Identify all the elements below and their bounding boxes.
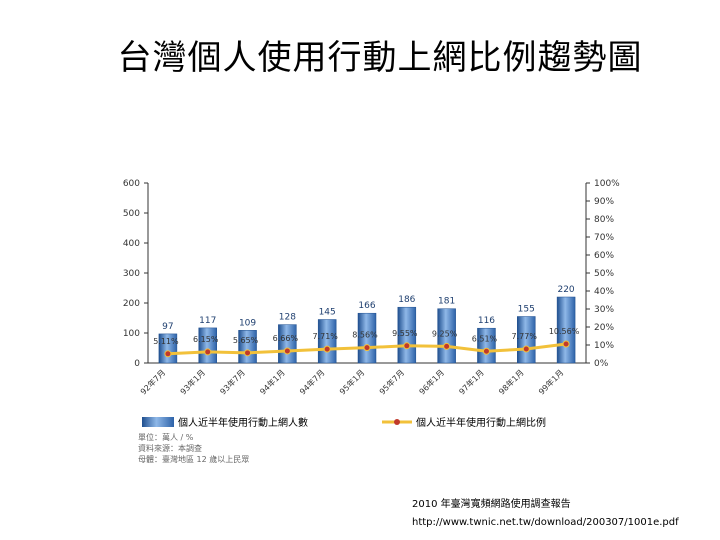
ratio-value-label: 6.66% [273,334,299,343]
right-tick-label: 50% [594,269,614,279]
ratio-point [443,342,451,350]
category-label: 94年7月 [297,367,326,396]
right-tick-label: 40% [594,287,614,297]
ratio-value-label: 5.65% [233,336,259,345]
right-tick-label: 0% [594,359,609,369]
ratio-point [323,345,331,353]
ratio-point [164,350,172,358]
bar [198,327,217,364]
source-caption: 2010 年臺灣寬頻網路使用調查報告 [412,499,571,510]
slide-title: 台灣個人使用行動上網比例趨勢圖 [117,38,643,78]
ratio-value-label: 10.56% [549,327,580,336]
category-label: 98年1月 [496,367,525,396]
left-tick-label: 0 [134,359,140,369]
bar [517,316,536,364]
ratio-value-label: 9.55% [392,329,418,338]
bar-value-label: 117 [199,316,216,326]
bar-value-label: 220 [557,285,574,295]
bar-value-label: 155 [518,305,535,315]
right-tick-label: 20% [594,323,614,333]
category-label: 96年1月 [417,367,446,396]
ratio-value-label: 6.15% [193,335,219,344]
bar-value-label: 109 [239,318,256,328]
ratio-point [403,342,411,350]
left-tick-label: 100 [123,329,140,339]
bar [238,330,257,364]
ratio-point [482,347,490,355]
left-tick-label: 400 [123,239,140,249]
ratio-value-label: 8.56% [352,331,378,340]
right-tick-label: 80% [594,215,614,225]
bar-value-label: 97 [162,322,173,332]
category-label: 97年1月 [457,367,486,396]
ratio-point [204,348,212,356]
ratio-value-label: 7.71% [312,332,338,341]
ratio-point [244,349,252,357]
category-label: 95年1月 [337,367,366,396]
ratio-point [363,344,371,352]
legend-line-marker [394,419,400,425]
bar-value-label: 166 [358,301,375,311]
bar [556,296,576,364]
bar-value-label: 128 [279,313,296,323]
bar [437,308,456,364]
category-label: 93年1月 [178,367,207,396]
ratio-point [562,340,570,348]
bar [317,319,337,364]
right-tick-label: 100% [594,179,620,189]
category-label: 92年7月 [138,367,167,396]
category-label: 93年7月 [218,367,247,396]
left-tick-label: 200 [123,299,140,309]
bar-value-label: 116 [478,316,495,326]
right-tick-label: 90% [594,197,614,207]
legend-bar-label: 個人近半年使用行動上網人數 [178,416,308,429]
category-label: 99年1月 [536,367,565,396]
right-tick-label: 70% [594,233,614,243]
bar-value-label: 145 [319,308,336,318]
legend-line-label: 個人近半年使用行動上網比例 [416,416,546,429]
left-tick-label: 500 [123,209,140,219]
category-label: 95年7月 [377,367,406,396]
ratio-point [522,345,530,353]
ratio-value-label: 5.11% [153,337,179,346]
source-url[interactable]: http://www.twnic.net.tw/download/200307/… [412,517,679,528]
ratio-value-label: 7.77% [512,332,538,341]
bar [278,324,297,364]
bar [357,312,377,364]
bar-value-label: 186 [398,295,415,305]
note-source: 資料來源：本調查 [138,444,202,453]
right-tick-label: 30% [594,305,614,315]
chart-notes: 單位：萬人 / % 資料來源：本調查 母體：臺灣地區 12 歲以上民眾 [138,432,249,465]
bar [397,306,417,364]
left-tick-label: 600 [123,179,140,189]
legend-bar-swatch [142,417,174,427]
ratio-value-label: 9.25% [432,329,458,338]
bar [477,327,496,364]
right-tick-label: 60% [594,251,614,261]
left-tick-label: 300 [123,269,140,279]
bar [158,333,178,364]
category-label: 94年1月 [258,367,287,396]
bar-value-label: 181 [438,297,455,307]
right-tick-label: 10% [594,341,614,351]
note-unit: 單位：萬人 / % [138,433,194,442]
note-scope: 母體：臺灣地區 12 歲以上民眾 [138,455,250,464]
ratio-value-label: 6.51% [472,334,498,343]
ratio-point [283,347,291,355]
